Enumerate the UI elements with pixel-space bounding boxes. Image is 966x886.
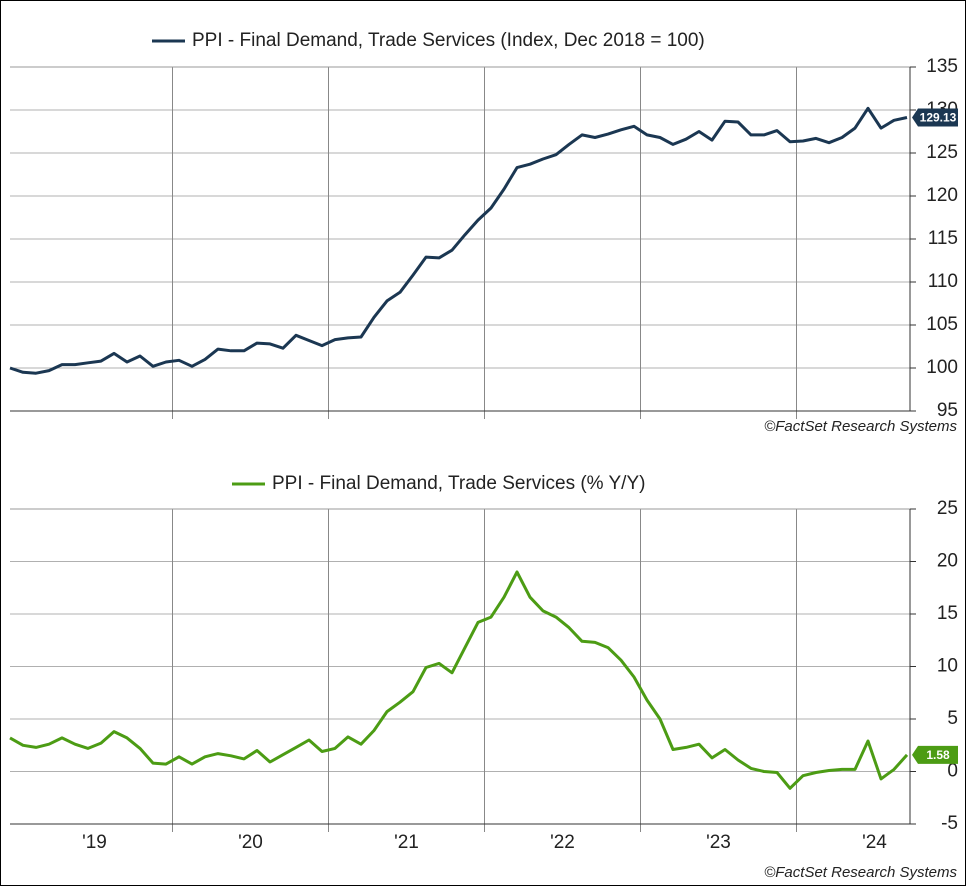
y-tick-label: 25 (937, 498, 958, 519)
source: ©FactSet Research Systems (764, 864, 957, 881)
x-tick-label: '21 (394, 832, 419, 853)
y-tick-label: 15 (937, 603, 958, 624)
y-tick-label: 135 (926, 56, 958, 77)
y-tick-label: -5 (941, 813, 958, 834)
x-tick-label: '23 (706, 832, 731, 853)
y-tick-label: 0 (947, 761, 958, 782)
y-tick-label: 5 (947, 708, 958, 729)
y-tick-label: 105 (926, 314, 958, 335)
y-tick-label: 120 (926, 185, 958, 206)
series-line (9, 570, 909, 790)
series-line (9, 106, 908, 375)
y-tick-label: 110 (928, 271, 958, 292)
end-label: 1.58 (926, 748, 950, 762)
y-tick-label: 100 (926, 357, 958, 378)
x-tick-label: '19 (82, 832, 107, 853)
x-tick-label: '22 (550, 832, 575, 853)
y-tick-label: 115 (928, 228, 958, 249)
y-tick-label: 10 (937, 656, 958, 677)
end-label-box (912, 745, 958, 764)
end-label-box (912, 108, 958, 127)
end-label: 129.13 (920, 111, 957, 125)
legend-label: PPI - Final Demand, Trade Services (% Y/… (272, 473, 645, 494)
x-tick-label: '20 (238, 832, 263, 853)
x-tick-label: '24 (862, 832, 887, 853)
y-tick-label: 125 (926, 142, 958, 163)
source: ©FactSet Research Systems (764, 418, 957, 435)
y-tick-label: 20 (937, 551, 958, 572)
y-tick-label: 95 (937, 400, 958, 421)
legend-label: PPI - Final Demand, Trade Services (Inde… (192, 30, 705, 51)
